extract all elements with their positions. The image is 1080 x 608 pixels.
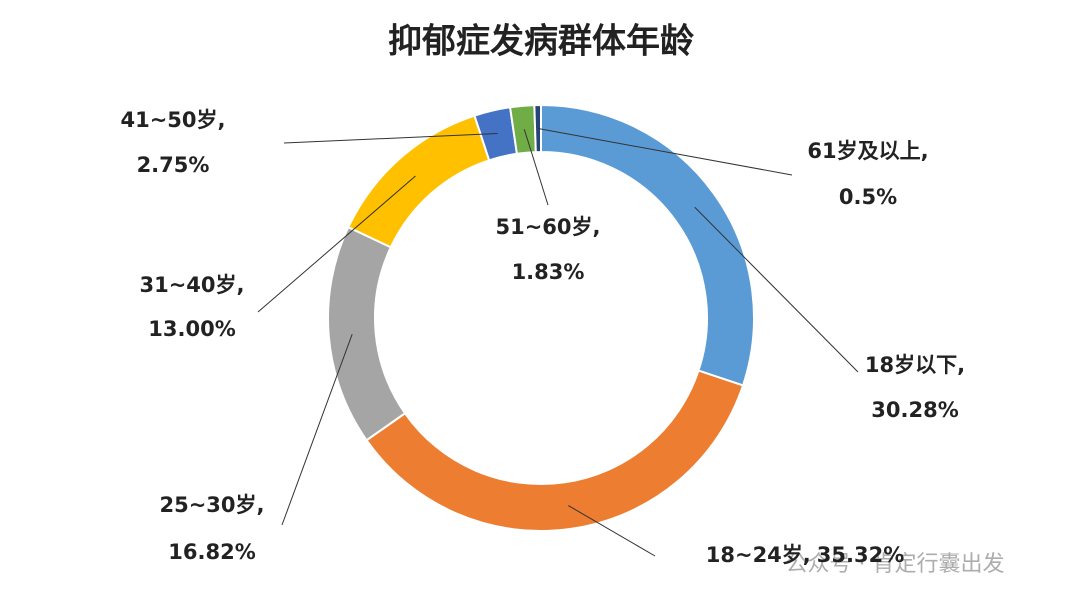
leader-line	[694, 206, 859, 373]
leader-line	[281, 333, 353, 526]
watermark: 公众号 · 肯定行囊出发	[786, 552, 1005, 577]
leader-line	[568, 505, 656, 557]
category-label: 25~30岁,	[159, 493, 264, 517]
category-label: 61岁及以上,	[807, 139, 928, 163]
leader-line	[257, 175, 416, 313]
donut-segment	[533, 103, 542, 154]
category-label: 18岁以下,	[865, 353, 965, 377]
leader-line	[283, 133, 498, 144]
value-label: 30.28%	[871, 398, 958, 422]
leader-line	[537, 128, 793, 176]
category-label: 18~24岁,	[706, 543, 811, 567]
value-label: 35.32%	[817, 543, 904, 567]
leader-line	[523, 129, 549, 206]
chart-title: 抑郁症发病群体年龄	[388, 22, 694, 62]
value-label: 2.75%	[137, 153, 210, 177]
value-label: 0.5%	[839, 185, 897, 209]
value-label: 1.83%	[512, 260, 585, 284]
category-label: 41~50岁,	[120, 108, 225, 132]
category-label: 51~60岁,	[495, 215, 600, 239]
value-label: 13.00%	[148, 317, 235, 341]
category-label: 31~40岁,	[139, 273, 244, 297]
value-label: 16.82%	[168, 540, 255, 564]
data-label: 18~24岁, 35.32%	[706, 543, 905, 567]
